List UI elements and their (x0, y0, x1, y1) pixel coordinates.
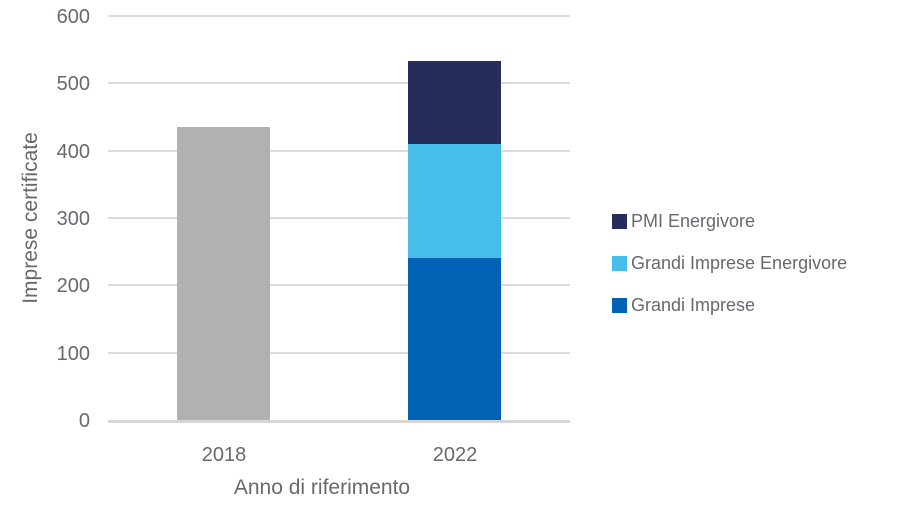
y-tick-label: 300 (56, 208, 90, 230)
legend-item: PMI Energivore (612, 211, 756, 231)
bar-segment-grandi-imprese-energivore (408, 144, 501, 258)
legend-swatch-icon (612, 213, 627, 229)
gridline (108, 150, 570, 152)
y-tick-label: 600 (56, 6, 90, 28)
gridline (108, 82, 570, 84)
legend-swatch-icon (612, 297, 627, 313)
gridline (108, 15, 570, 17)
y-tick-label: 400 (56, 141, 90, 163)
gridline (108, 284, 570, 286)
gridline (108, 217, 570, 219)
bar-segment-2018 (177, 127, 270, 420)
gridline (108, 352, 570, 354)
legend-label: PMI Energivore (631, 211, 756, 231)
x-axis-line (108, 420, 570, 423)
legend-swatch-icon (612, 255, 627, 271)
y-tick-label: 200 (56, 275, 90, 297)
legend-item: Grandi Imprese (612, 295, 756, 315)
y-tick-label: 0 (78, 410, 90, 432)
y-tick-label: 500 (56, 73, 90, 95)
bar-segment-grandi-imprese (408, 258, 501, 420)
legend-label: Grandi Imprese (631, 295, 756, 315)
legend-label: Grandi Imprese Energivore (631, 253, 848, 273)
bar-segment-pmi-energivore (408, 61, 501, 144)
x-tick-label: 2022 (432, 444, 478, 466)
legend-item: Grandi Imprese Energivore (612, 253, 848, 273)
y-tick-label: 100 (56, 343, 90, 365)
x-tick-label: 2018 (201, 444, 247, 466)
x-axis-title: Anno di riferimento (233, 476, 411, 499)
